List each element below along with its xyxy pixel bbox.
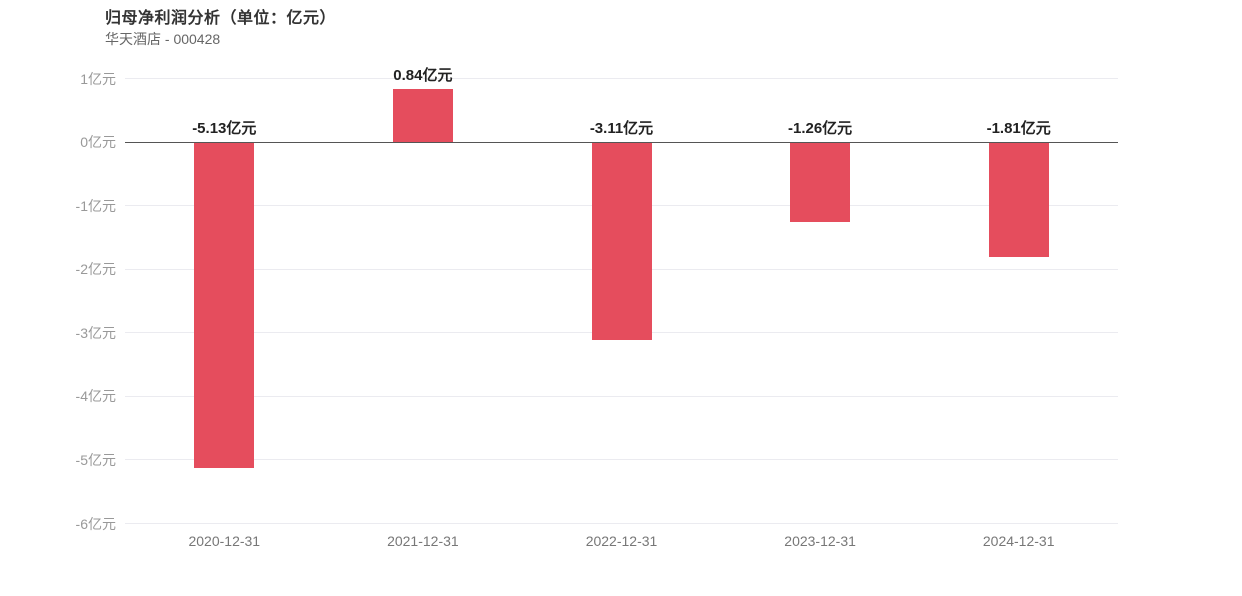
bar-value-label: 0.84亿元: [393, 66, 453, 84]
x-axis-tick-label: 2022-12-31: [585, 532, 658, 549]
zero-axis-line: [125, 141, 1118, 143]
y-axis-tick-label: 1亿元: [80, 70, 116, 87]
bar-value-label: -1.81亿元: [986, 120, 1051, 138]
chart-title: 归母净利润分析（单位：亿元）: [105, 10, 337, 27]
gridline: [125, 395, 1118, 397]
gridline: [125, 523, 1118, 524]
bar-2020-12-31[interactable]: [194, 142, 255, 469]
y-axis-tick-label: 0亿元: [80, 134, 116, 151]
x-axis-tick-label: 2020-12-31: [188, 532, 261, 549]
gridline: [125, 78, 1118, 79]
bar-2021-12-31[interactable]: [392, 88, 453, 143]
bar-value-label: -1.26亿元: [787, 120, 853, 138]
x-axis-tick-label: 2023-12-31: [784, 532, 856, 549]
bar-value-label: -5.13亿元: [192, 120, 257, 138]
bar-2022-12-31[interactable]: [591, 142, 652, 340]
gridline: [125, 459, 1118, 461]
x-axis-tick-label: 2024-12-31: [982, 532, 1055, 549]
chart-subtitle: 华天酒店 - 000428: [105, 31, 221, 47]
y-axis-tick-label: -3亿元: [75, 324, 116, 341]
y-axis-tick-label: -4亿元: [75, 388, 116, 405]
y-axis-tick-label: -5亿元: [75, 451, 116, 468]
y-axis-tick-label: -2亿元: [75, 261, 116, 278]
x-axis-tick-label: 2021-12-31: [387, 532, 459, 549]
bar-2023-12-31[interactable]: [790, 142, 851, 223]
y-axis-tick-label: -6亿元: [75, 515, 116, 532]
bar-value-label: -3.11亿元: [589, 120, 654, 138]
bar-2024-12-31[interactable]: [988, 142, 1049, 258]
y-axis-tick-label: -1亿元: [75, 197, 116, 214]
